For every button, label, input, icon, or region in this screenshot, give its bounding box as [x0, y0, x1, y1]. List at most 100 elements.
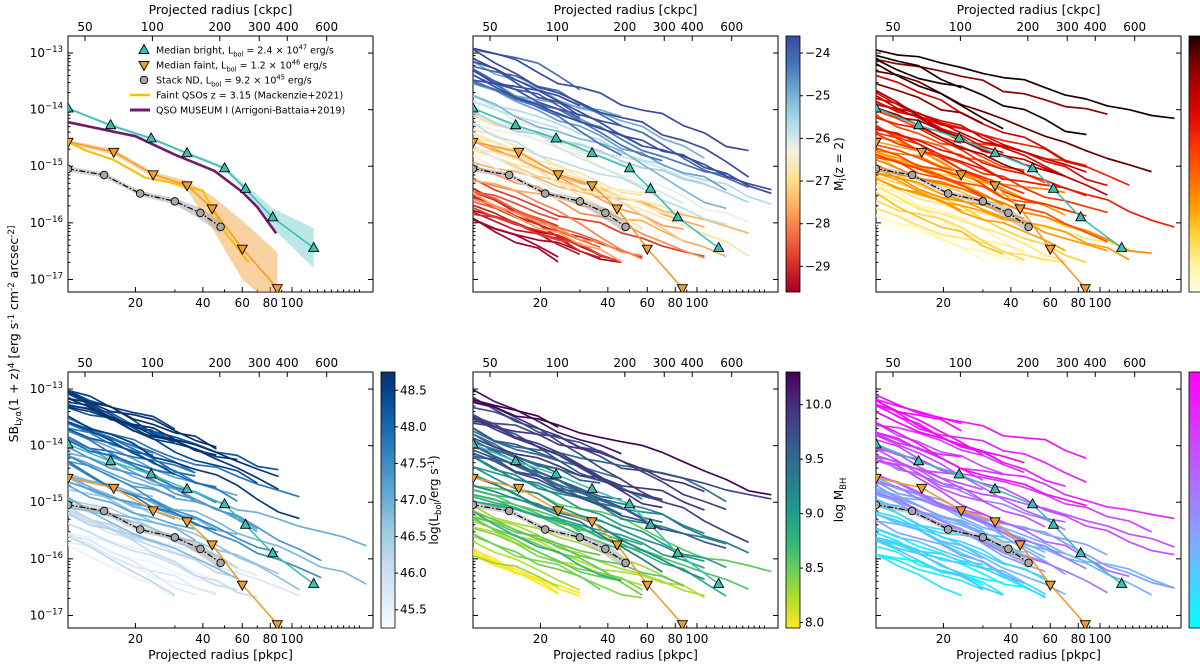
median-bright-marker	[266, 210, 279, 222]
quasar-profile-line	[876, 480, 1175, 590]
median-bright-marker	[266, 546, 279, 558]
panel-plot-area	[876, 394, 1175, 628]
stack-nd-marker	[540, 525, 550, 534]
quasar-profile-line	[473, 68, 581, 120]
quasar-profile-line	[876, 554, 984, 591]
quasar-profile-line	[68, 397, 279, 478]
quasar-profile-line	[876, 126, 1004, 181]
median-faint-marker	[676, 284, 689, 292]
quasar-profile-line	[68, 389, 176, 430]
quasar-profile-line	[473, 165, 705, 259]
median-bright-marker	[1047, 182, 1060, 193]
quasar-profile-line	[68, 427, 238, 502]
top-tick-label: 50	[482, 20, 497, 34]
stack-nd-marker	[978, 197, 988, 206]
quasar-profile-line	[473, 452, 622, 501]
colorbar	[785, 371, 801, 629]
quasar-profile-line	[876, 447, 984, 491]
top-tick-label: 50	[77, 20, 92, 34]
median-bright-marker	[671, 546, 684, 558]
median-faint-marker	[1044, 244, 1057, 256]
stack-nd-marker	[601, 544, 610, 554]
median-bright-line	[68, 107, 315, 249]
top-tick-label: 400	[1084, 356, 1107, 370]
x-tick-label: 20	[936, 296, 951, 310]
stack-nd-band	[876, 166, 1029, 234]
median-bright-marker	[912, 454, 925, 466]
quasar-profile-line	[876, 144, 1108, 243]
quasar-profile-line	[876, 399, 984, 456]
stack-nd-marker	[575, 533, 585, 542]
median-bright-marker	[307, 241, 320, 252]
quasar-profile-line	[473, 422, 663, 501]
quasar-profile-line	[68, 428, 154, 457]
quasar-profile-line	[473, 420, 772, 500]
top-tick-label: 50	[885, 356, 900, 370]
quasar-profile-line	[473, 401, 749, 544]
colorbar	[380, 371, 396, 629]
stack-nd-marker	[575, 197, 585, 206]
median-faint-marker	[68, 137, 74, 149]
stack-nd-marker	[1004, 208, 1013, 218]
top-tick-label: 600	[720, 356, 743, 370]
y-tick-label: 10−15	[30, 158, 63, 173]
stack-nd-band	[876, 502, 1029, 570]
x-tick-label: 100	[1089, 632, 1112, 646]
quasar-profile-line	[876, 207, 1066, 264]
quasar-profile-line	[68, 480, 196, 521]
median-bright-marker	[989, 146, 1001, 158]
x-tick-label: 20	[128, 296, 143, 310]
quasar-profile-line	[876, 153, 984, 198]
stack-nd-marker	[978, 533, 988, 542]
y-tick-label: 10−16	[30, 215, 63, 230]
median-faint-marker	[1079, 284, 1092, 292]
median-bright-marker	[68, 102, 74, 113]
panel-plot-area	[68, 102, 320, 292]
x-tick-label: 20	[128, 632, 143, 646]
x-tick-label: 40	[1003, 296, 1018, 310]
quasar-profile-line	[473, 535, 643, 599]
x-tick-label: 100	[1089, 296, 1112, 310]
quasar-profile-line	[876, 58, 1108, 116]
quasar-profile-line	[473, 206, 622, 263]
quasar-profile-line	[876, 192, 1004, 255]
stack-nd-band	[68, 502, 221, 570]
median-bright-marker	[586, 146, 598, 158]
quasar-profile-line	[68, 496, 238, 580]
legend-entry-bright: Median bright, Lbol = 2.4 × 1047 erg/s	[156, 44, 334, 59]
quasar-profile-line	[876, 147, 962, 178]
quasar-profile-line	[473, 149, 643, 229]
quasar-profile-line	[68, 535, 176, 596]
colorbar-tick-label: −25	[805, 89, 830, 103]
colorbar-label: log(Lbol/erg s-1)	[426, 455, 443, 544]
median-bright-marker	[68, 438, 74, 449]
quasar-profile-line	[876, 538, 984, 566]
quasar-profile-line	[876, 537, 984, 590]
median-faint-marker	[68, 473, 74, 485]
colorbar-tick-label: −24	[805, 46, 830, 60]
quasar-profile-line	[876, 58, 1087, 136]
quasar-profile-line	[876, 434, 1175, 556]
quasar-profile-line	[473, 60, 581, 107]
quasar-profile-line	[473, 79, 727, 176]
colorbar	[1188, 371, 1200, 629]
quasar-profile-line	[473, 415, 622, 487]
x-tick-label: 40	[600, 296, 615, 310]
quasar-profile-line	[473, 191, 622, 253]
quasar-profile-line	[876, 166, 1108, 252]
y-tick-label: 10−17	[30, 607, 63, 622]
colorbar-tick-label: 8.5	[805, 561, 824, 575]
median-faint-marker	[955, 170, 967, 181]
quasar-profile-line	[473, 179, 643, 260]
median-bright-marker	[1115, 241, 1128, 252]
quasar-profile-line	[876, 171, 1130, 261]
mackenzie-line	[68, 140, 250, 264]
stack-nd-marker	[907, 170, 917, 180]
x-tick-label: 40	[195, 296, 210, 310]
y-tick-label: 10−17	[30, 271, 63, 286]
median-bright-marker	[550, 132, 562, 143]
stack-nd-marker	[876, 164, 881, 174]
